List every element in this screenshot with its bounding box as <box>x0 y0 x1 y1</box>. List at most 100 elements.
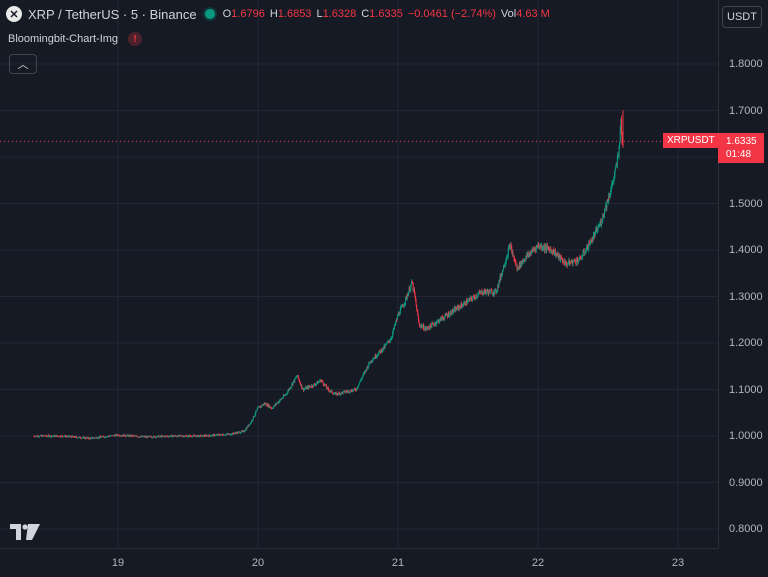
candle-body <box>561 258 563 260</box>
candle-body <box>500 275 502 279</box>
chart-area[interactable] <box>0 0 718 548</box>
candle-body <box>70 436 72 438</box>
candle-body <box>221 434 223 436</box>
candle-body <box>245 428 247 430</box>
candle-body <box>413 288 415 291</box>
candle-body <box>566 262 568 265</box>
candle-body <box>279 400 281 403</box>
candle-body <box>479 292 481 294</box>
candle-body <box>348 390 350 393</box>
symbol-title[interactable]: XRP / TetherUS · 5 · Binance <box>28 6 197 22</box>
candle-body <box>62 436 64 438</box>
candle-body <box>86 437 88 439</box>
candle-body <box>471 299 473 301</box>
candle-body <box>546 245 548 251</box>
candle-body <box>69 436 71 438</box>
candle-body <box>210 435 212 437</box>
candle-body <box>151 437 153 439</box>
candle-body <box>343 391 345 392</box>
candle-body <box>166 436 168 437</box>
candle-body <box>424 328 426 330</box>
time-axis[interactable]: 19 20 21 22 23 <box>0 548 718 577</box>
market-status-icon[interactable] <box>204 9 215 19</box>
candle-body <box>420 325 422 327</box>
candle-body <box>172 436 174 437</box>
indicator-legend[interactable]: Bloomingbit-Chart-Img ! <box>8 32 143 46</box>
candle-body <box>131 435 133 437</box>
candle-body <box>288 389 290 391</box>
candle-body <box>472 297 474 301</box>
candle-body <box>134 435 136 437</box>
candle-body <box>234 433 236 435</box>
candle-body <box>390 338 392 341</box>
candle-body <box>506 258 507 261</box>
candle-body <box>537 244 539 247</box>
price-axis[interactable]: 1.80001.70001.60001.50001.40001.30001.20… <box>718 0 768 548</box>
candle-body <box>192 436 194 437</box>
candle-body <box>443 317 444 319</box>
currency-button[interactable]: USDT <box>722 6 762 28</box>
candle-body <box>541 245 543 250</box>
candle-body <box>392 332 394 337</box>
indicator-name[interactable]: Bloomingbit-Chart-Img <box>8 33 119 45</box>
candle-body <box>72 436 74 438</box>
candle-body <box>105 437 107 438</box>
candle-body <box>182 435 184 437</box>
candle-body <box>211 435 213 436</box>
volume-label: Vol <box>500 8 517 20</box>
tradingview-logo-icon[interactable] <box>10 524 40 545</box>
x-logo-icon[interactable]: ✕ <box>6 6 22 22</box>
candle-body <box>184 436 185 438</box>
candle-body <box>472 295 474 298</box>
candle-body <box>257 406 259 409</box>
candle-body <box>188 435 190 437</box>
candle-body <box>129 434 131 436</box>
candle-body <box>301 384 303 389</box>
candle-body <box>556 254 558 256</box>
candle-body <box>318 381 320 383</box>
price-tick-label: 1.0000 <box>729 430 763 442</box>
candle-body <box>241 430 243 433</box>
candle-body <box>447 312 449 317</box>
candle-body <box>132 435 134 437</box>
candle-body <box>592 234 594 240</box>
candle-body <box>383 345 385 350</box>
candle-body <box>604 209 605 216</box>
candle-body <box>544 246 546 251</box>
candle-body <box>34 436 36 438</box>
candle-body <box>532 249 534 250</box>
candle-body <box>368 362 370 364</box>
candle-body <box>454 307 456 309</box>
candle-body <box>291 383 293 387</box>
candle-body <box>108 435 110 437</box>
candle-body <box>51 436 53 437</box>
candle-body <box>477 294 479 297</box>
candle-body <box>615 164 617 168</box>
candle-body <box>385 344 387 345</box>
candle-body <box>384 344 386 348</box>
collapse-legend-button[interactable]: ︿ <box>9 54 37 74</box>
chevron-up-icon: ︿ <box>17 59 29 71</box>
candle-body <box>523 259 525 262</box>
candle-body <box>382 347 384 351</box>
candle-body <box>94 437 96 439</box>
candle-body <box>208 434 210 437</box>
candle-body <box>543 245 545 249</box>
candle-body <box>119 435 121 437</box>
candle-body <box>114 435 116 437</box>
candle-body <box>187 435 189 437</box>
candle-body <box>182 436 184 438</box>
candle-body <box>550 249 552 251</box>
candle-body <box>181 436 183 438</box>
candle-body <box>541 245 542 248</box>
candle-body <box>398 312 400 315</box>
candle-body <box>576 258 578 260</box>
candle-body <box>520 261 522 266</box>
candle-body <box>329 391 331 393</box>
candle-body <box>440 317 442 319</box>
candlestick-chart[interactable] <box>0 0 718 548</box>
candle-body <box>404 302 406 305</box>
candle-body <box>496 291 498 294</box>
warning-icon[interactable]: ! <box>128 32 143 46</box>
candle-body <box>238 431 240 433</box>
